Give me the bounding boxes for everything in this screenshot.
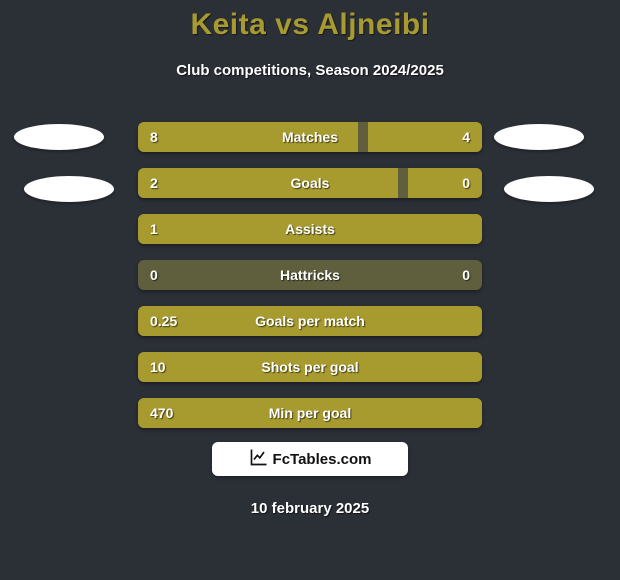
stat-row: Goals per match0.25 [138, 306, 482, 336]
stat-label: Matches [138, 122, 482, 152]
stat-label: Shots per goal [138, 352, 482, 382]
source-logo: FcTables.com [212, 442, 408, 476]
source-logo-text: FcTables.com [273, 451, 372, 468]
chart-icon [249, 447, 269, 472]
stat-label: Goals [138, 168, 482, 198]
stat-rows: Matches84Goals20Assists1Hattricks00Goals… [0, 122, 620, 444]
stat-row: Assists1 [138, 214, 482, 244]
stat-value-left: 2 [150, 168, 158, 198]
stat-label: Hattricks [138, 260, 482, 290]
page-subtitle: Club competitions, Season 2024/2025 [0, 62, 620, 79]
stat-row: Matches8 4 [138, 122, 482, 152]
page-title: Keita vs Aljneibi [0, 8, 620, 42]
stat-label: Goals per match [138, 306, 482, 336]
stat-value-left: 10 [150, 352, 166, 382]
stat-value-right: 0 [462, 260, 470, 290]
stat-row: Goals2 0 [138, 168, 482, 198]
stat-value-right: 0 [462, 168, 470, 198]
stat-row: Shots per goal10 [138, 352, 482, 382]
stat-label: Assists [138, 214, 482, 244]
date-footer: 10 february 2025 [0, 500, 620, 517]
stat-value-left: 0.25 [150, 306, 177, 336]
stat-row: Hattricks0 0 [138, 260, 482, 290]
stat-value-left: 470 [150, 398, 173, 428]
comparison-infographic: Keita vs Aljneibi Club competitions, Sea… [0, 0, 620, 580]
stat-value-left: 0 [150, 260, 158, 290]
stat-label: Min per goal [138, 398, 482, 428]
stat-value-left: 8 [150, 122, 158, 152]
stat-value-left: 1 [150, 214, 158, 244]
stat-row: Min per goal470 [138, 398, 482, 428]
stat-value-right: 4 [462, 122, 470, 152]
